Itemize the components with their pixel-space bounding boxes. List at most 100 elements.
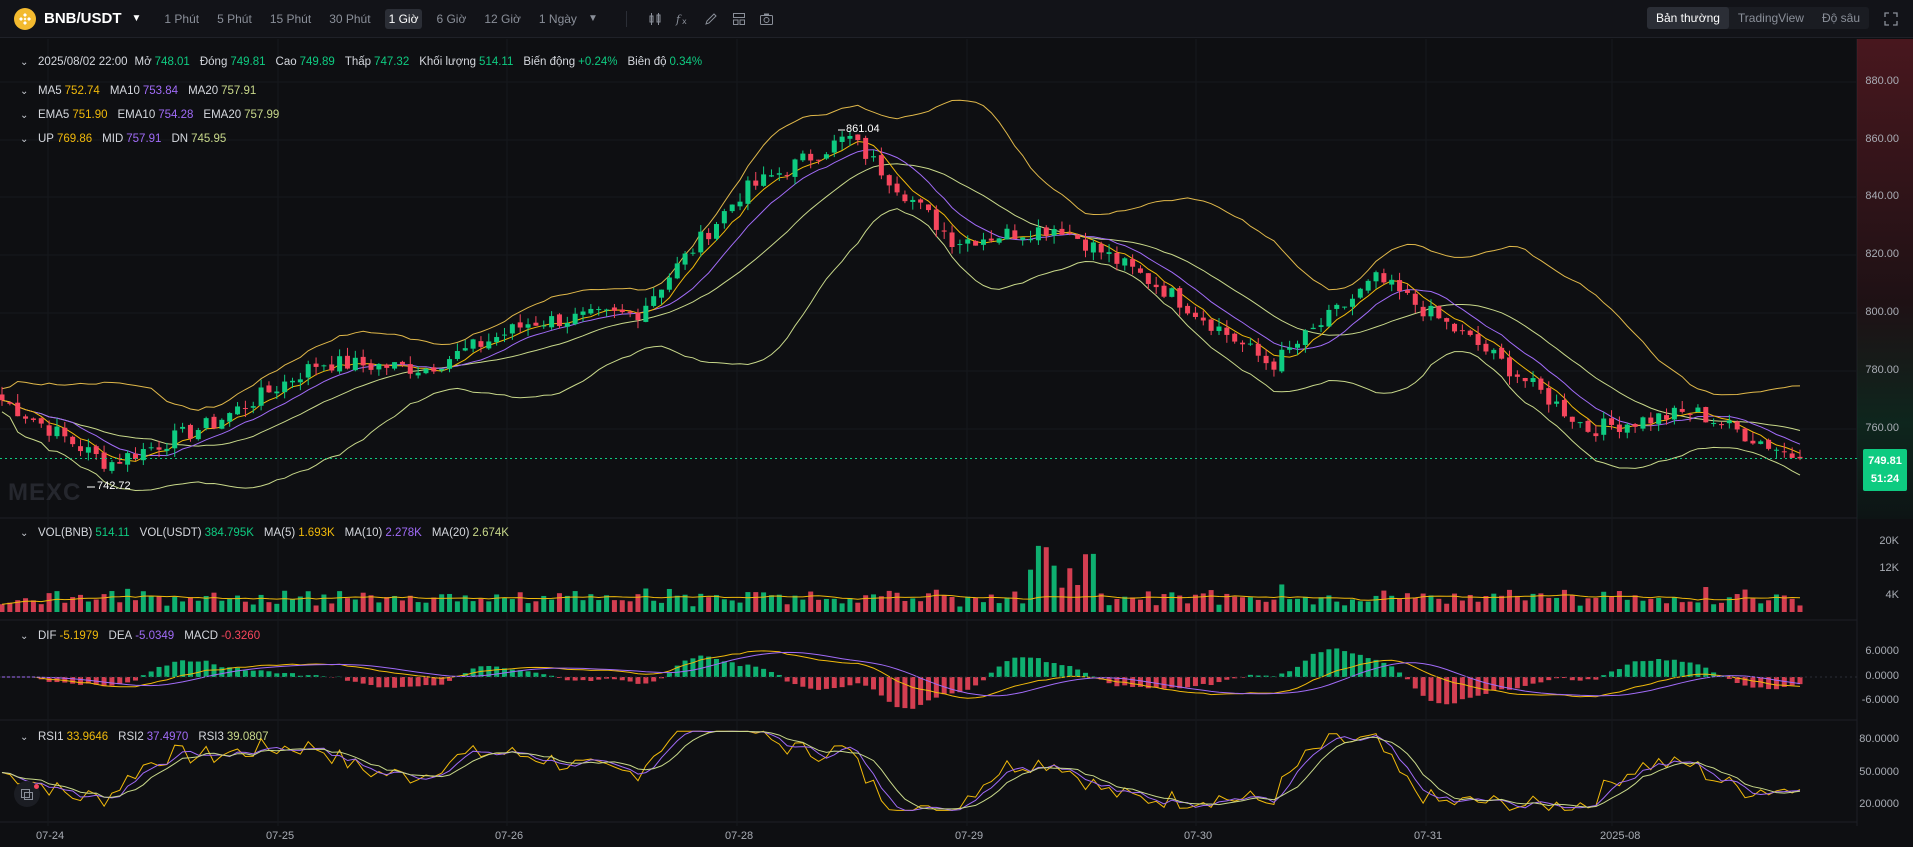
tab-timeframe-3[interactable]: 30 Phút: [329, 11, 371, 26]
macd-histogram-bar: [878, 677, 884, 696]
candle-body: [784, 174, 790, 176]
macd-histogram-bar: [611, 677, 617, 680]
camera-icon[interactable]: [753, 8, 781, 30]
candle-type-icon[interactable]: [641, 8, 669, 30]
volume-bar: [447, 593, 453, 612]
tab-timeframe-1[interactable]: 5 Phút: [217, 11, 252, 26]
volume-bar: [156, 596, 162, 612]
macd-histogram-bar: [78, 677, 84, 685]
volume-bar: [70, 597, 76, 612]
timeframe-dropdown-icon[interactable]: ▼: [587, 13, 598, 24]
tab-timeframe-6[interactable]: 12 Giờ: [484, 11, 521, 26]
ema-legend: ⌄ EMA5 751.90 EMA10 754.28 EMA20 757.99: [20, 109, 289, 121]
volume-bar: [1373, 595, 1379, 612]
tab-mode-0[interactable]: Bản thường: [1646, 7, 1729, 29]
rsi1-label: RSI1: [38, 731, 64, 743]
volume-bar: [101, 594, 107, 612]
volume-bar: [376, 602, 382, 612]
pair-selector[interactable]: BNB/USDT: [44, 10, 122, 27]
tab-timeframe-0[interactable]: 1 Phút: [164, 11, 200, 26]
tab-timeframe-5[interactable]: 6 Giờ: [436, 11, 467, 26]
candle-body: [1679, 408, 1685, 412]
date-tick-label: 07-29: [955, 830, 984, 842]
collapse-chevron-icon[interactable]: ⌄: [20, 133, 29, 145]
volume-bar: [23, 598, 29, 612]
candle-body: [957, 244, 963, 246]
candle-body: [855, 134, 861, 141]
macd-histogram-bar: [1601, 675, 1607, 677]
volume-bar: [627, 601, 633, 612]
candle-body: [132, 453, 138, 460]
volume-bar: [776, 594, 782, 612]
volume-bar: [525, 603, 531, 612]
volume-bar: [415, 602, 421, 612]
macd-histogram-bar: [1083, 672, 1089, 677]
collapse-chevron-icon[interactable]: ⌄: [20, 85, 29, 97]
rsi2-line: [1, 730, 1801, 811]
tab-mode-2[interactable]: Độ sâu: [1821, 11, 1860, 25]
collapse-chevron-icon[interactable]: ⌄: [20, 527, 29, 539]
volume-bar: [1004, 597, 1010, 612]
volume-bar: [15, 600, 21, 612]
candle-body: [1664, 415, 1670, 420]
tab-timeframe-4[interactable]: 1 Giờ: [384, 8, 423, 29]
candle-body: [831, 140, 837, 153]
macd-histogram-bar: [713, 658, 719, 677]
chart-mode-tabs: Bản thường TradingView Độ sâu: [1646, 7, 1869, 29]
layout-toggle-button[interactable]: [14, 781, 40, 807]
candle-body: [541, 325, 547, 327]
vol-ma5-value: 1.693K: [298, 527, 335, 539]
candle-body: [78, 446, 84, 452]
volume-bar: [1208, 590, 1214, 612]
volume-bar: [1255, 599, 1261, 612]
candle-body: [1051, 229, 1057, 236]
fullscreen-icon[interactable]: [1883, 11, 1899, 27]
tab-timeframe-2[interactable]: 15 Phút: [269, 11, 312, 26]
tab-mode-1[interactable]: TradingView: [1737, 11, 1804, 25]
layout-grid-icon[interactable]: [725, 8, 753, 30]
volume-bar: [1389, 595, 1395, 612]
collapse-chevron-icon[interactable]: ⌄: [20, 56, 29, 68]
volume-bar: [611, 600, 617, 612]
candle-body: [1467, 330, 1473, 335]
tab-timeframe-7[interactable]: 1 Ngày: [538, 11, 577, 26]
macd-histogram-bar: [1349, 653, 1355, 677]
macd-histogram-bar: [1381, 662, 1387, 677]
volume-bar: [988, 594, 994, 612]
macd-legend: ⌄ DIF -5.1979 DEA -5.0349 MACD -0.3260: [20, 630, 270, 642]
macd-histogram-bar: [431, 677, 437, 686]
collapse-chevron-icon[interactable]: ⌄: [20, 630, 29, 642]
macd-histogram-bar: [988, 672, 994, 677]
macd-histogram-bar: [384, 677, 390, 688]
candle-body: [1192, 312, 1198, 317]
chevron-down-icon[interactable]: ▼: [131, 13, 142, 24]
volume-bar: [352, 599, 358, 612]
volume-bar: [635, 594, 641, 612]
candle-body: [1310, 327, 1316, 330]
date-tick-label: 2025-08: [1600, 830, 1641, 842]
macd-histogram-bar: [235, 667, 241, 677]
vol-bnb-value: 514.11: [95, 527, 130, 539]
candle-body: [1483, 343, 1489, 352]
axis-tick-label: 860.00: [1865, 133, 1899, 145]
ma10-label: MA10: [109, 85, 140, 97]
date-tick-label: 07-30: [1184, 830, 1213, 842]
candle-body: [1122, 258, 1128, 266]
volume-bar: [1452, 593, 1458, 612]
volume-bar: [219, 600, 225, 612]
macd-histogram-bar: [1326, 649, 1332, 677]
candle-body: [290, 380, 296, 383]
candle-body: [1522, 377, 1528, 382]
volume-bar: [1467, 594, 1473, 612]
candle-body: [250, 406, 256, 408]
draw-pen-icon[interactable]: [697, 8, 725, 30]
macd-histogram-bar: [1452, 677, 1458, 704]
collapse-chevron-icon[interactable]: ⌄: [20, 109, 29, 121]
macd-histogram-bar: [1247, 674, 1253, 677]
volume-bar: [509, 599, 515, 612]
price-axis-gradient: [1857, 39, 1913, 519]
candle-body: [713, 224, 719, 239]
collapse-chevron-icon[interactable]: ⌄: [20, 731, 29, 743]
